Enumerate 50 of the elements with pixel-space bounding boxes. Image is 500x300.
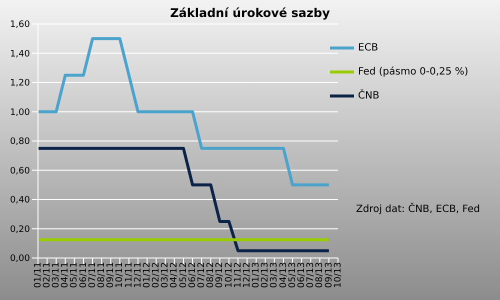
x-tick-label: 09/12 — [215, 262, 226, 288]
chart-title: Základní úrokové sazby — [169, 6, 331, 20]
x-tick-label: 07/13 — [306, 262, 316, 288]
legend-label: Fed (pásmo 0-0,25 %) — [358, 66, 468, 78]
x-tick-label: 05/12 — [178, 262, 189, 288]
x-tick-label: 04/12 — [170, 262, 180, 288]
y-tick-label: 1,60 — [10, 20, 30, 30]
line-series — [36, 146, 330, 252]
x-tick-label: 08/11 — [97, 262, 108, 288]
x-tick-label: 03/11 — [52, 262, 62, 288]
x-tick-label: 04/13 — [278, 262, 289, 288]
x-tick-label: 05/13 — [288, 262, 298, 288]
x-tick-label: 06/11 — [78, 262, 89, 288]
x-tick-label: 04/11 — [60, 262, 71, 288]
x-tick-label: 06/13 — [297, 262, 308, 288]
x-tick-label: 10/11 — [115, 262, 126, 288]
x-tick-label: 01/13 — [252, 262, 262, 288]
x-tick-label: 02/13 — [260, 262, 271, 288]
x-tick-label: 03/12 — [160, 262, 171, 288]
x-tick-label: 09/13 — [324, 262, 334, 288]
y-tick-label: 0,00 — [10, 254, 30, 264]
y-tick-label: 0,20 — [10, 224, 30, 235]
x-tick-label: 01/12 — [142, 262, 152, 288]
x-tick-label: 07/12 — [197, 262, 208, 288]
x-tick-label: 08/13 — [315, 262, 326, 288]
x-tick-label: 09/11 — [106, 262, 116, 288]
y-tick-label: 1,40 — [10, 49, 30, 60]
x-tick-label: 10/12 — [224, 262, 234, 288]
x-tick-label: 10/13 — [333, 262, 344, 288]
text: Zdroj dat: ČNB, ECB, Fed — [356, 204, 480, 215]
legend-label: ECB — [358, 42, 378, 54]
x-tick-label: 11/11 — [124, 262, 134, 288]
legend-label: ČNB — [358, 90, 380, 102]
x-tick-label: 12/11 — [133, 262, 144, 288]
x-tick-label: 12/12 — [242, 262, 252, 288]
y-tick-label: 0,40 — [10, 196, 30, 206]
x-tick-label: 08/12 — [206, 262, 216, 288]
y-tick-label: 1,00 — [10, 108, 30, 118]
y-tick-label: 0,80 — [10, 137, 30, 148]
y-tick-label: 0,60 — [10, 166, 30, 176]
x-tick-label: 03/13 — [270, 262, 280, 288]
y-tick-label: 1,20 — [10, 78, 30, 89]
line-series — [36, 37, 330, 186]
x-tick-label: 05/11 — [70, 262, 80, 288]
x-tick-label: 06/12 — [188, 262, 198, 288]
x-tick-label: 11/12 — [233, 262, 244, 288]
x-tick-label: 01/11 — [33, 262, 44, 288]
x-tick-label: 02/11 — [42, 262, 52, 288]
x-tick-label: 02/12 — [152, 262, 162, 288]
x-tick-label: 07/11 — [88, 262, 98, 288]
